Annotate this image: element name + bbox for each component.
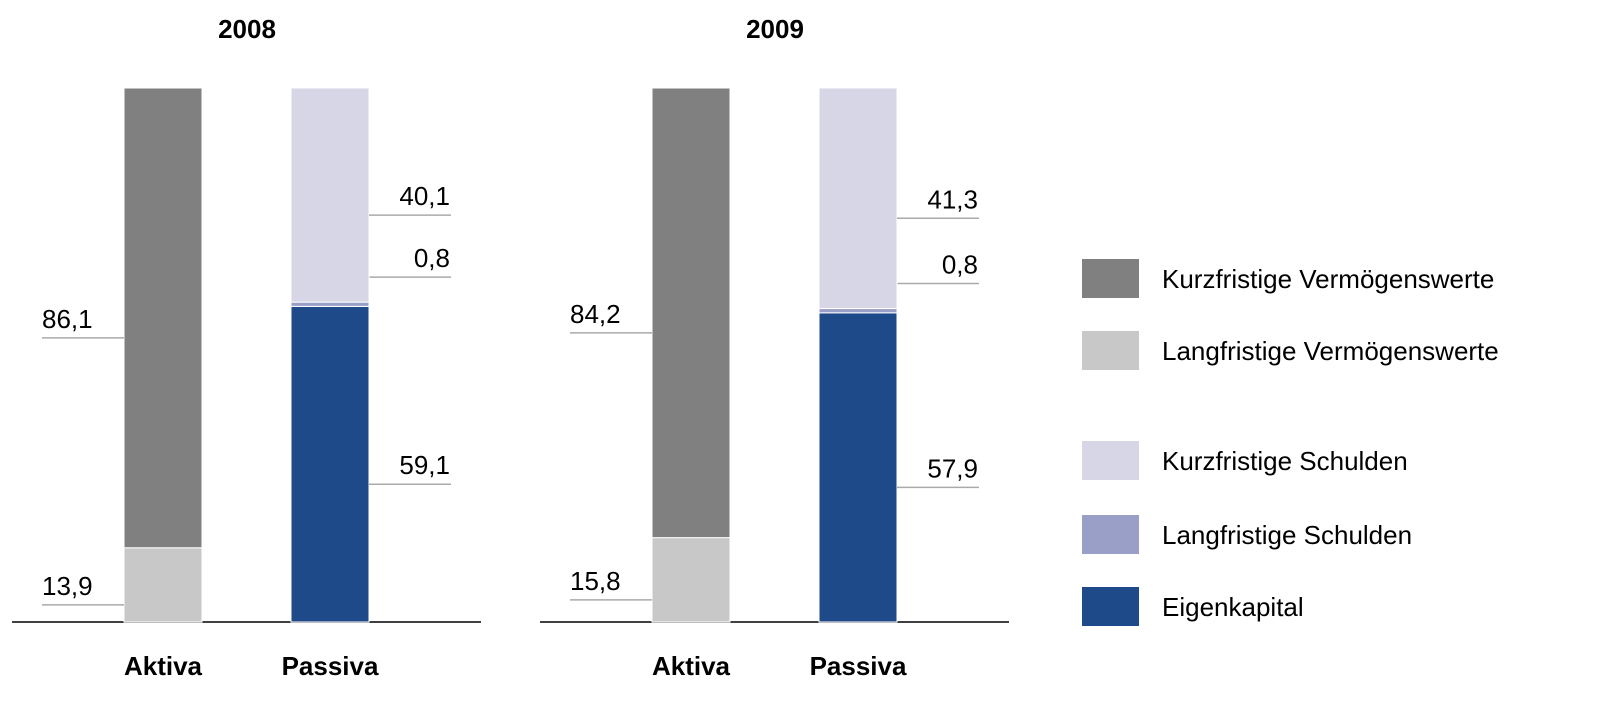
bar-segment (290, 301, 370, 307)
value-label: 86,1 (42, 304, 93, 334)
legend-label: Kurzfristige Vermögenswerte (1162, 264, 1494, 294)
value-label: 0,8 (414, 243, 450, 273)
bar-segment (651, 537, 731, 623)
value-label: 84,2 (570, 299, 621, 329)
legend-swatch (1082, 331, 1139, 370)
legend-swatch (1082, 441, 1139, 480)
legend-label: Langfristige Vermögenswerte (1162, 336, 1499, 366)
x-tick-label: Passiva (810, 651, 907, 681)
value-label: 0,8 (942, 250, 978, 280)
legend-swatch (1082, 259, 1139, 298)
bar-segment (651, 87, 731, 539)
chart-title: 2009 (746, 14, 804, 44)
value-label: 15,8 (570, 566, 621, 596)
legend-label: Eigenkapital (1162, 592, 1304, 622)
bar-segment (818, 87, 898, 310)
x-tick-label: Aktiva (652, 651, 731, 681)
bar-segment (290, 305, 370, 623)
bar-segment (123, 547, 203, 623)
legend-swatch (1082, 515, 1139, 554)
value-label: 13,9 (42, 571, 93, 601)
value-label: 40,1 (399, 181, 450, 211)
legend-label: Langfristige Schulden (1162, 520, 1412, 550)
bar-segment (818, 312, 898, 623)
legend-swatch (1082, 587, 1139, 626)
x-tick-label: Passiva (282, 651, 379, 681)
value-label: 59,1 (399, 450, 450, 480)
x-tick-label: Aktiva (124, 651, 203, 681)
value-label: 41,3 (927, 184, 978, 214)
legend-label: Kurzfristige Schulden (1162, 446, 1408, 476)
chart-title: 2008 (218, 14, 276, 44)
bar-segment (818, 308, 898, 314)
value-label: 57,9 (927, 453, 978, 483)
bar-segment (290, 87, 370, 303)
bar-segment (123, 87, 203, 549)
